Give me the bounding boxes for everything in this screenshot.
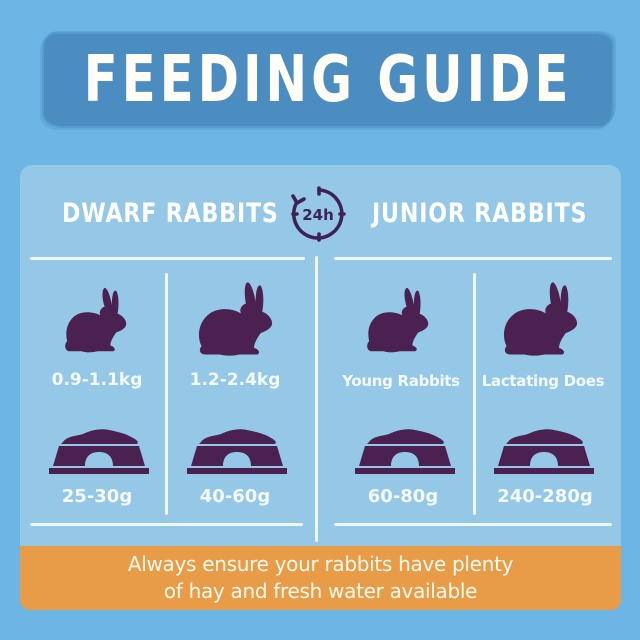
food-bowl-icon: [49, 429, 149, 474]
divider-top-left: [30, 257, 305, 260]
rabbit-weight-label: 0.9-1.1kg: [51, 370, 143, 390]
rabbit-weight-label: 1.2-2.4kg: [189, 370, 281, 390]
divider-bottom-right: [334, 523, 612, 526]
divider-junior-columns: [473, 273, 476, 515]
rabbit-type-label: Young Rabbits: [342, 372, 460, 390]
rabbit-icon-small: [65, 287, 127, 353]
rabbit-icon-large: [198, 282, 273, 356]
food-bowl-icon: [187, 429, 287, 474]
rabbit-type-label: Lactating Does: [481, 372, 605, 390]
daily-amount-label: 25-30g: [61, 486, 133, 507]
divider-bottom-left: [30, 523, 303, 526]
footer-note: Always ensure your rabbits have plenty o…: [20, 546, 621, 610]
food-bowl-icon: [494, 429, 594, 474]
divider-center: [315, 256, 318, 542]
feeding-table-panel: [20, 165, 621, 546]
divider-top-right: [334, 257, 612, 260]
daily-amount-label: 60-80g: [367, 486, 439, 507]
divider-dwarf-columns: [165, 273, 168, 515]
page-title: FEEDING GUIDE: [83, 43, 573, 117]
footer-line-2: of hay and fresh water available: [163, 579, 478, 603]
title-banner: [44, 34, 612, 126]
rabbit-icon-large: [503, 282, 578, 356]
group-title-dwarf-rabbits: DWARF RABBITS: [62, 198, 279, 229]
svg-text:24h: 24h: [302, 206, 334, 224]
food-bowl-icon: [355, 429, 455, 474]
footer-line-1: Always ensure your rabbits have plenty: [127, 552, 514, 576]
daily-amount-label: 240-280g: [497, 486, 593, 507]
24h-clock-icon: 24h: [291, 186, 346, 242]
group-title-junior-rabbits: JUNIOR RABBITS: [372, 198, 588, 229]
rabbit-icon-small: [367, 287, 429, 353]
daily-amount-label: 40-60g: [199, 486, 271, 507]
